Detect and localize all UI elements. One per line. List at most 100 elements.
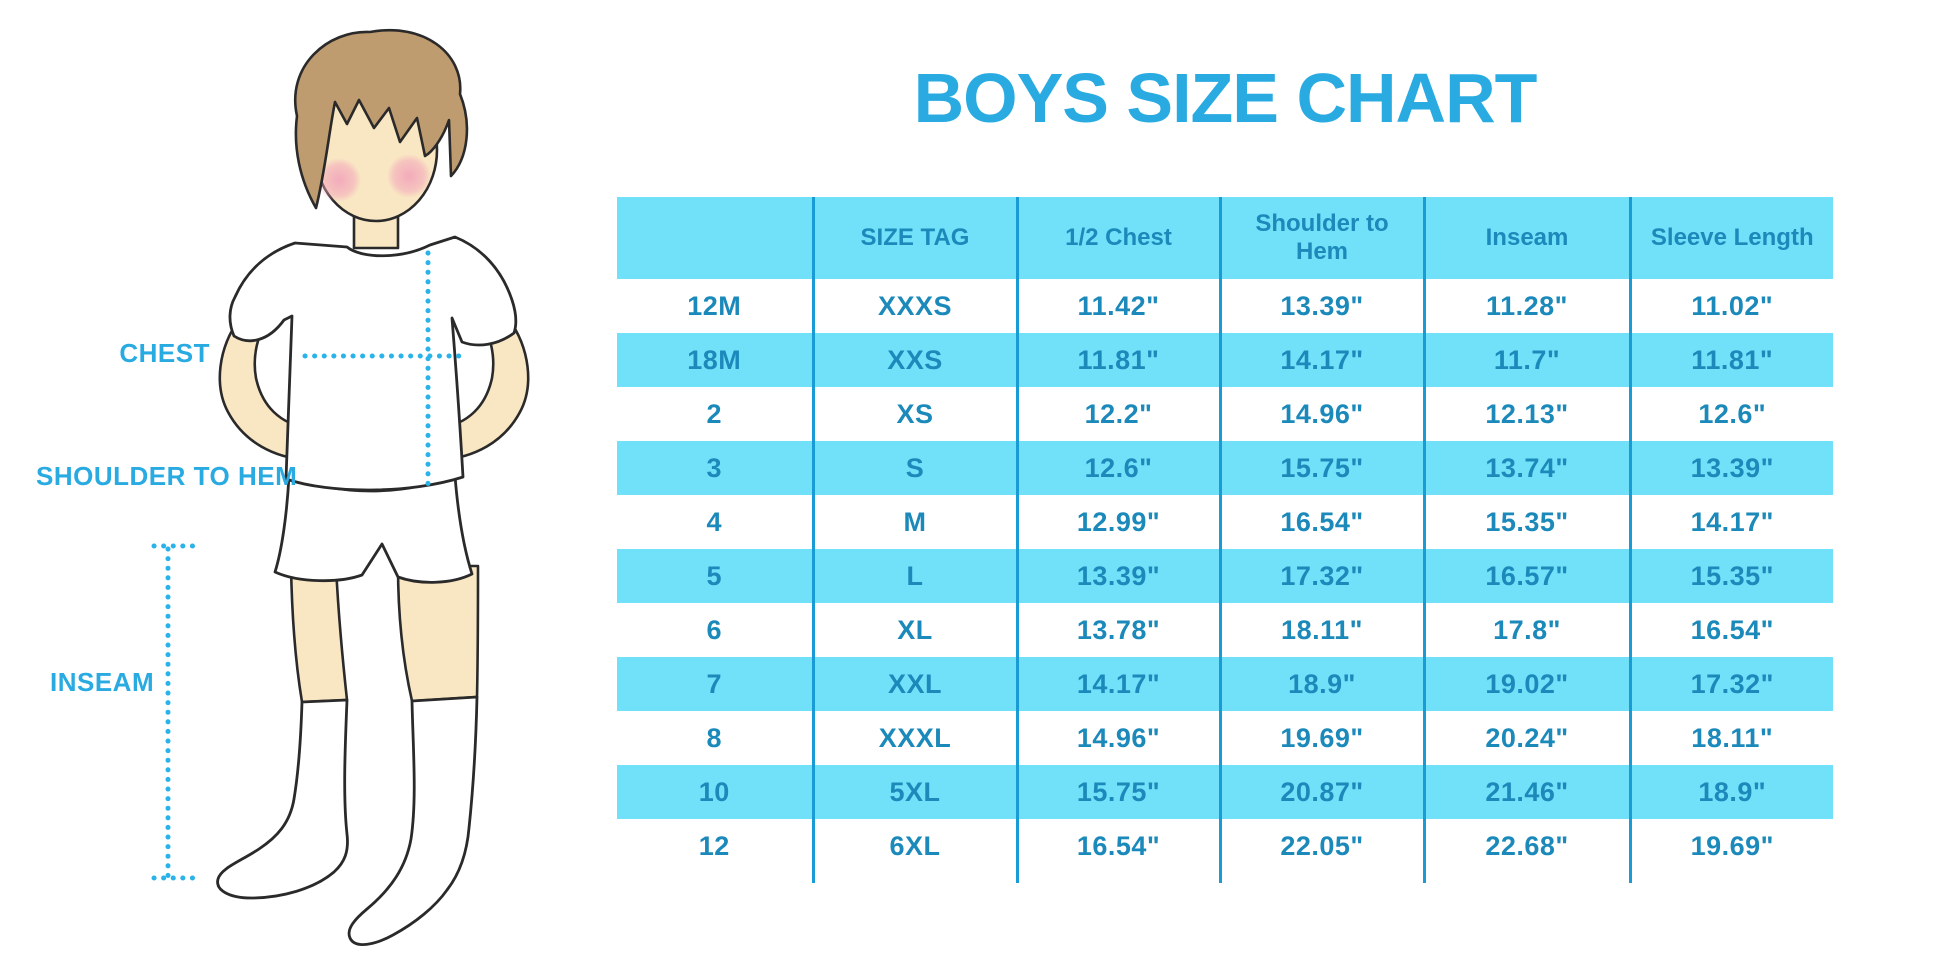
- boy-left-leg: [289, 564, 349, 704]
- size-cell: XS: [811, 387, 1017, 441]
- size-cell: 20.87": [1218, 765, 1424, 819]
- size-cell: 18M: [617, 333, 813, 387]
- size-cell: 11.7": [1422, 333, 1630, 387]
- size-cell: 12.6": [1628, 387, 1833, 441]
- size-cell: 11.81": [1015, 333, 1220, 387]
- divider-tail-cell: [1628, 873, 1833, 883]
- size-cell: 16.57": [1422, 549, 1630, 603]
- divider-tail-cell: [1015, 873, 1220, 883]
- size-cell: 17.8": [1422, 603, 1630, 657]
- size-cell: 12.6": [1015, 441, 1220, 495]
- size-cell: 18.11": [1628, 711, 1833, 765]
- column-header: Shoulder to Hem: [1218, 197, 1424, 279]
- boy-hair: [294, 28, 469, 210]
- table-row: 12 6XL 16.54" 22.05" 22.68" 19.69": [617, 819, 1833, 873]
- table-row: 10 5XL 15.75" 20.87" 21.46" 18.9": [617, 765, 1833, 819]
- column-header: Sleeve Length: [1628, 197, 1833, 279]
- size-cell: 12M: [687, 290, 742, 321]
- size-cell: 14.17": [1628, 495, 1833, 549]
- size-cell: 3: [617, 441, 813, 495]
- column-header: Inseam: [1422, 197, 1630, 279]
- size-cell: 5XL: [811, 765, 1017, 819]
- size-cell: 22.68": [1422, 819, 1630, 873]
- size-cell: 10: [617, 765, 813, 819]
- size-cell: L: [811, 549, 1017, 603]
- size-cell: 6: [706, 614, 723, 645]
- size-cell: 11.02": [1628, 279, 1833, 333]
- size-cell: 8: [706, 722, 723, 753]
- size-cell: 19.02": [1422, 657, 1630, 711]
- size-cell: 17.32": [1628, 657, 1833, 711]
- divider-tail-cell: [811, 873, 1017, 883]
- table-row: 2 XS 12.2" 14.96" 12.13" 12.6": [617, 387, 1833, 441]
- size-cell: 19.69": [1628, 819, 1833, 873]
- size-cell: 7: [617, 657, 813, 711]
- size-cell: M: [811, 495, 1017, 549]
- size-cell: 16.54": [1218, 495, 1424, 549]
- inseam-label: INSEAM: [50, 667, 155, 697]
- boy-illustration: [151, 28, 530, 946]
- size-cell: 18.9": [1218, 657, 1424, 711]
- table-row: 6 XL 13.78" 18.11" 17.8" 16.54": [617, 603, 1833, 657]
- table-row: 7 XXL 14.17" 18.9" 19.02" 17.32": [617, 657, 1833, 711]
- size-cell: 14.17": [1218, 333, 1424, 387]
- size-cell: XXS: [811, 333, 1017, 387]
- table-row: 4 M 12.99" 16.54" 15.35" 14.17": [617, 495, 1833, 549]
- size-table-body: 12M XXXS 11.42" 13.39" 11.28" 11.02" 18M XXS 11.…: [617, 279, 1833, 883]
- size-cell: 18.11": [1218, 603, 1424, 657]
- column-header: [617, 197, 813, 279]
- size-cell: 12.99": [1015, 495, 1220, 549]
- size-cell: 14.17": [1015, 657, 1220, 711]
- size-cell: 14.96": [1218, 387, 1424, 441]
- size-cell: 13.39": [1015, 549, 1220, 603]
- size-cell: 21.46": [1422, 765, 1630, 819]
- boy-shorts: [273, 474, 474, 584]
- size-cell: 11.28": [1422, 279, 1630, 333]
- divider-tail-cell: [1218, 873, 1424, 883]
- chest-label: CHEST: [119, 338, 210, 368]
- size-cell: 15.35": [1422, 495, 1630, 549]
- column-header: 1/2 Chest: [1015, 197, 1220, 279]
- boy-shirt: [228, 235, 518, 492]
- table-row: 8 XXXL 14.96" 19.69" 20.24" 18.11": [617, 711, 1833, 765]
- size-table: SIZE TAG 1/2 Chest Shoulder to Hem Inseam Sl…: [617, 197, 1833, 883]
- table-row: 18M XXS 11.81" 14.17" 11.7" 11.81": [617, 333, 1833, 387]
- boy-right-leg: [396, 564, 480, 703]
- shoulder-to-hem-label: SHOULDER TO HEM: [36, 461, 298, 491]
- size-cell: XXXL: [811, 711, 1017, 765]
- header-row: SIZE TAG 1/2 Chest Shoulder to Hem Inseam Sl…: [617, 197, 1833, 279]
- divider-tail-cell: [1422, 873, 1630, 883]
- size-cell: 6XL: [811, 819, 1017, 873]
- size-cell: 16.54": [1628, 603, 1833, 657]
- size-cell: 5: [617, 549, 813, 603]
- size-cell: 13.39": [1218, 279, 1424, 333]
- size-cell: 22.05": [1218, 819, 1424, 873]
- boy-right-cheek-blush: [387, 154, 431, 198]
- size-cell: 15.75": [1218, 441, 1424, 495]
- size-cell: 12.13": [1422, 387, 1630, 441]
- size-cell: 17.32": [1218, 549, 1424, 603]
- size-cell: XL: [811, 603, 1017, 657]
- size-cell: 11.42": [1015, 279, 1220, 333]
- size-cell: S: [811, 441, 1017, 495]
- boy-left-cheek-blush: [317, 158, 361, 202]
- size-table-header: SIZE TAG 1/2 Chest Shoulder to Hem Inseam Sl…: [617, 197, 1833, 279]
- size-cell: 15.35": [1628, 549, 1833, 603]
- size-cell: 12.2": [1015, 387, 1220, 441]
- size-cell: 13.39": [1628, 441, 1833, 495]
- page-title: BOYS SIZE CHART: [913, 59, 1538, 137]
- size-cell: 12: [698, 830, 730, 861]
- size-cell: 15.75": [1015, 765, 1220, 819]
- size-cell: 16.54": [1015, 819, 1220, 873]
- size-cell: 19.69": [1218, 711, 1424, 765]
- boy-left-sock: [216, 698, 349, 900]
- size-cell: 13.74": [1422, 441, 1630, 495]
- size-cell: 20.24": [1422, 711, 1630, 765]
- size-cell: XXL: [811, 657, 1017, 711]
- table-row: 12M XXXS 11.42" 13.39" 11.28" 11.02": [617, 279, 1833, 333]
- column-header: SIZE TAG: [811, 197, 1017, 279]
- table-row: 3 S 12.6" 15.75" 13.74" 13.39": [617, 441, 1833, 495]
- size-cell: XXXS: [811, 279, 1017, 333]
- size-cell: 4: [706, 506, 723, 537]
